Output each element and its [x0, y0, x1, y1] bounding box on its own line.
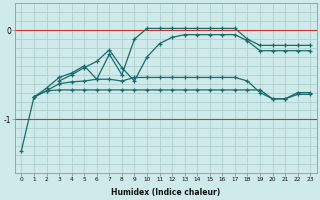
- X-axis label: Humidex (Indice chaleur): Humidex (Indice chaleur): [111, 188, 220, 197]
